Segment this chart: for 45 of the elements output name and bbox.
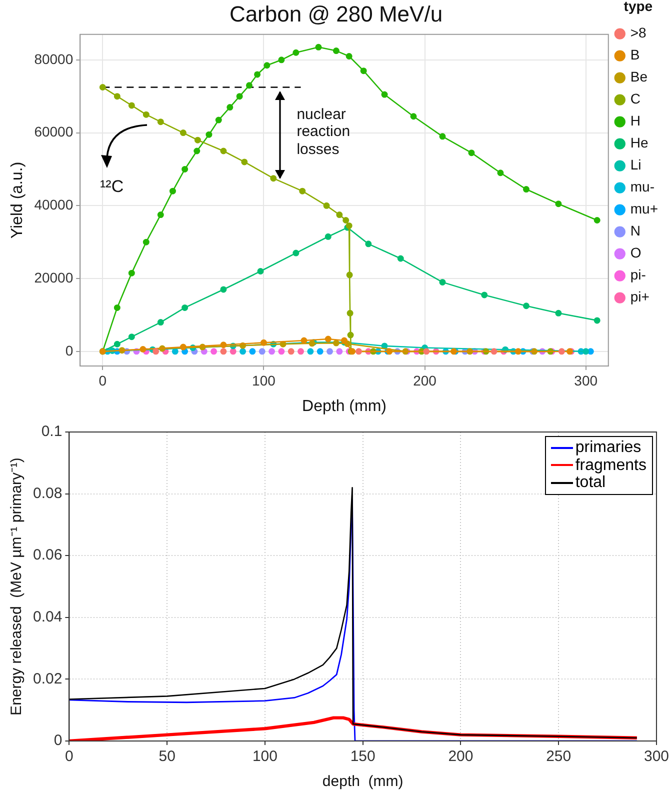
- x-tick-label: 100: [252, 372, 276, 388]
- y-tick-label: 0.06: [32, 546, 62, 564]
- x-tick-label: 0: [98, 372, 107, 388]
- chart-title: Carbon @ 280 MeV/u: [229, 1, 443, 26]
- legend-label: fragments: [575, 456, 646, 474]
- legend-label: C: [630, 90, 640, 107]
- y-tick-label: 20000: [34, 269, 74, 286]
- y-tick-label: 0.04: [32, 608, 62, 626]
- y-tick-label: 0.08: [32, 484, 62, 502]
- legend-label: N: [630, 222, 640, 239]
- legend-label: He: [630, 134, 648, 151]
- legend-title: type: [624, 0, 653, 14]
- legend-label: O: [630, 244, 642, 261]
- x-tick-label: 200: [413, 372, 437, 388]
- y-tick-label: 0.1: [41, 423, 62, 440]
- x-axis-title: depth (mm): [322, 773, 404, 790]
- x-tick-label: 50: [158, 748, 176, 766]
- legend-label: total: [575, 474, 606, 492]
- legend-label: Be: [630, 68, 648, 85]
- x-axis-title: Depth (mm): [302, 398, 386, 415]
- legend-label: Li: [630, 156, 642, 173]
- y-tick-label: 0.02: [32, 670, 62, 688]
- x-tick-label: 250: [546, 748, 572, 766]
- legend-label: mu+: [630, 200, 658, 217]
- y-tick-label: 40000: [34, 196, 74, 213]
- legend-label: >8: [630, 24, 647, 41]
- x-tick-label: 100: [252, 748, 278, 766]
- legend-label: H: [630, 112, 640, 129]
- x-tick-label: 300: [574, 372, 598, 388]
- y-axis-title: Yield (a.u.): [9, 162, 26, 239]
- y-tick-label: 0: [65, 342, 74, 358]
- annotation: ¹²C: [100, 177, 124, 197]
- legend-label: mu-: [630, 178, 655, 195]
- y-tick-label: 80000: [34, 50, 74, 67]
- y-axis-title: Energy released (MeV µm⁻¹ primary⁻¹): [8, 458, 26, 716]
- legend-label: pi-: [630, 266, 646, 283]
- legend-label: B: [630, 46, 640, 63]
- y-tick-label: 0: [54, 732, 62, 750]
- x-tick-label: 300: [644, 748, 669, 766]
- x-tick-label: 200: [448, 748, 474, 766]
- y-tick-label: 60000: [34, 124, 74, 140]
- legend-label: primaries: [575, 439, 642, 457]
- x-tick-label: 150: [350, 748, 376, 766]
- annotation: nuclear reaction losses: [296, 106, 352, 158]
- legend-label: pi+: [630, 288, 650, 305]
